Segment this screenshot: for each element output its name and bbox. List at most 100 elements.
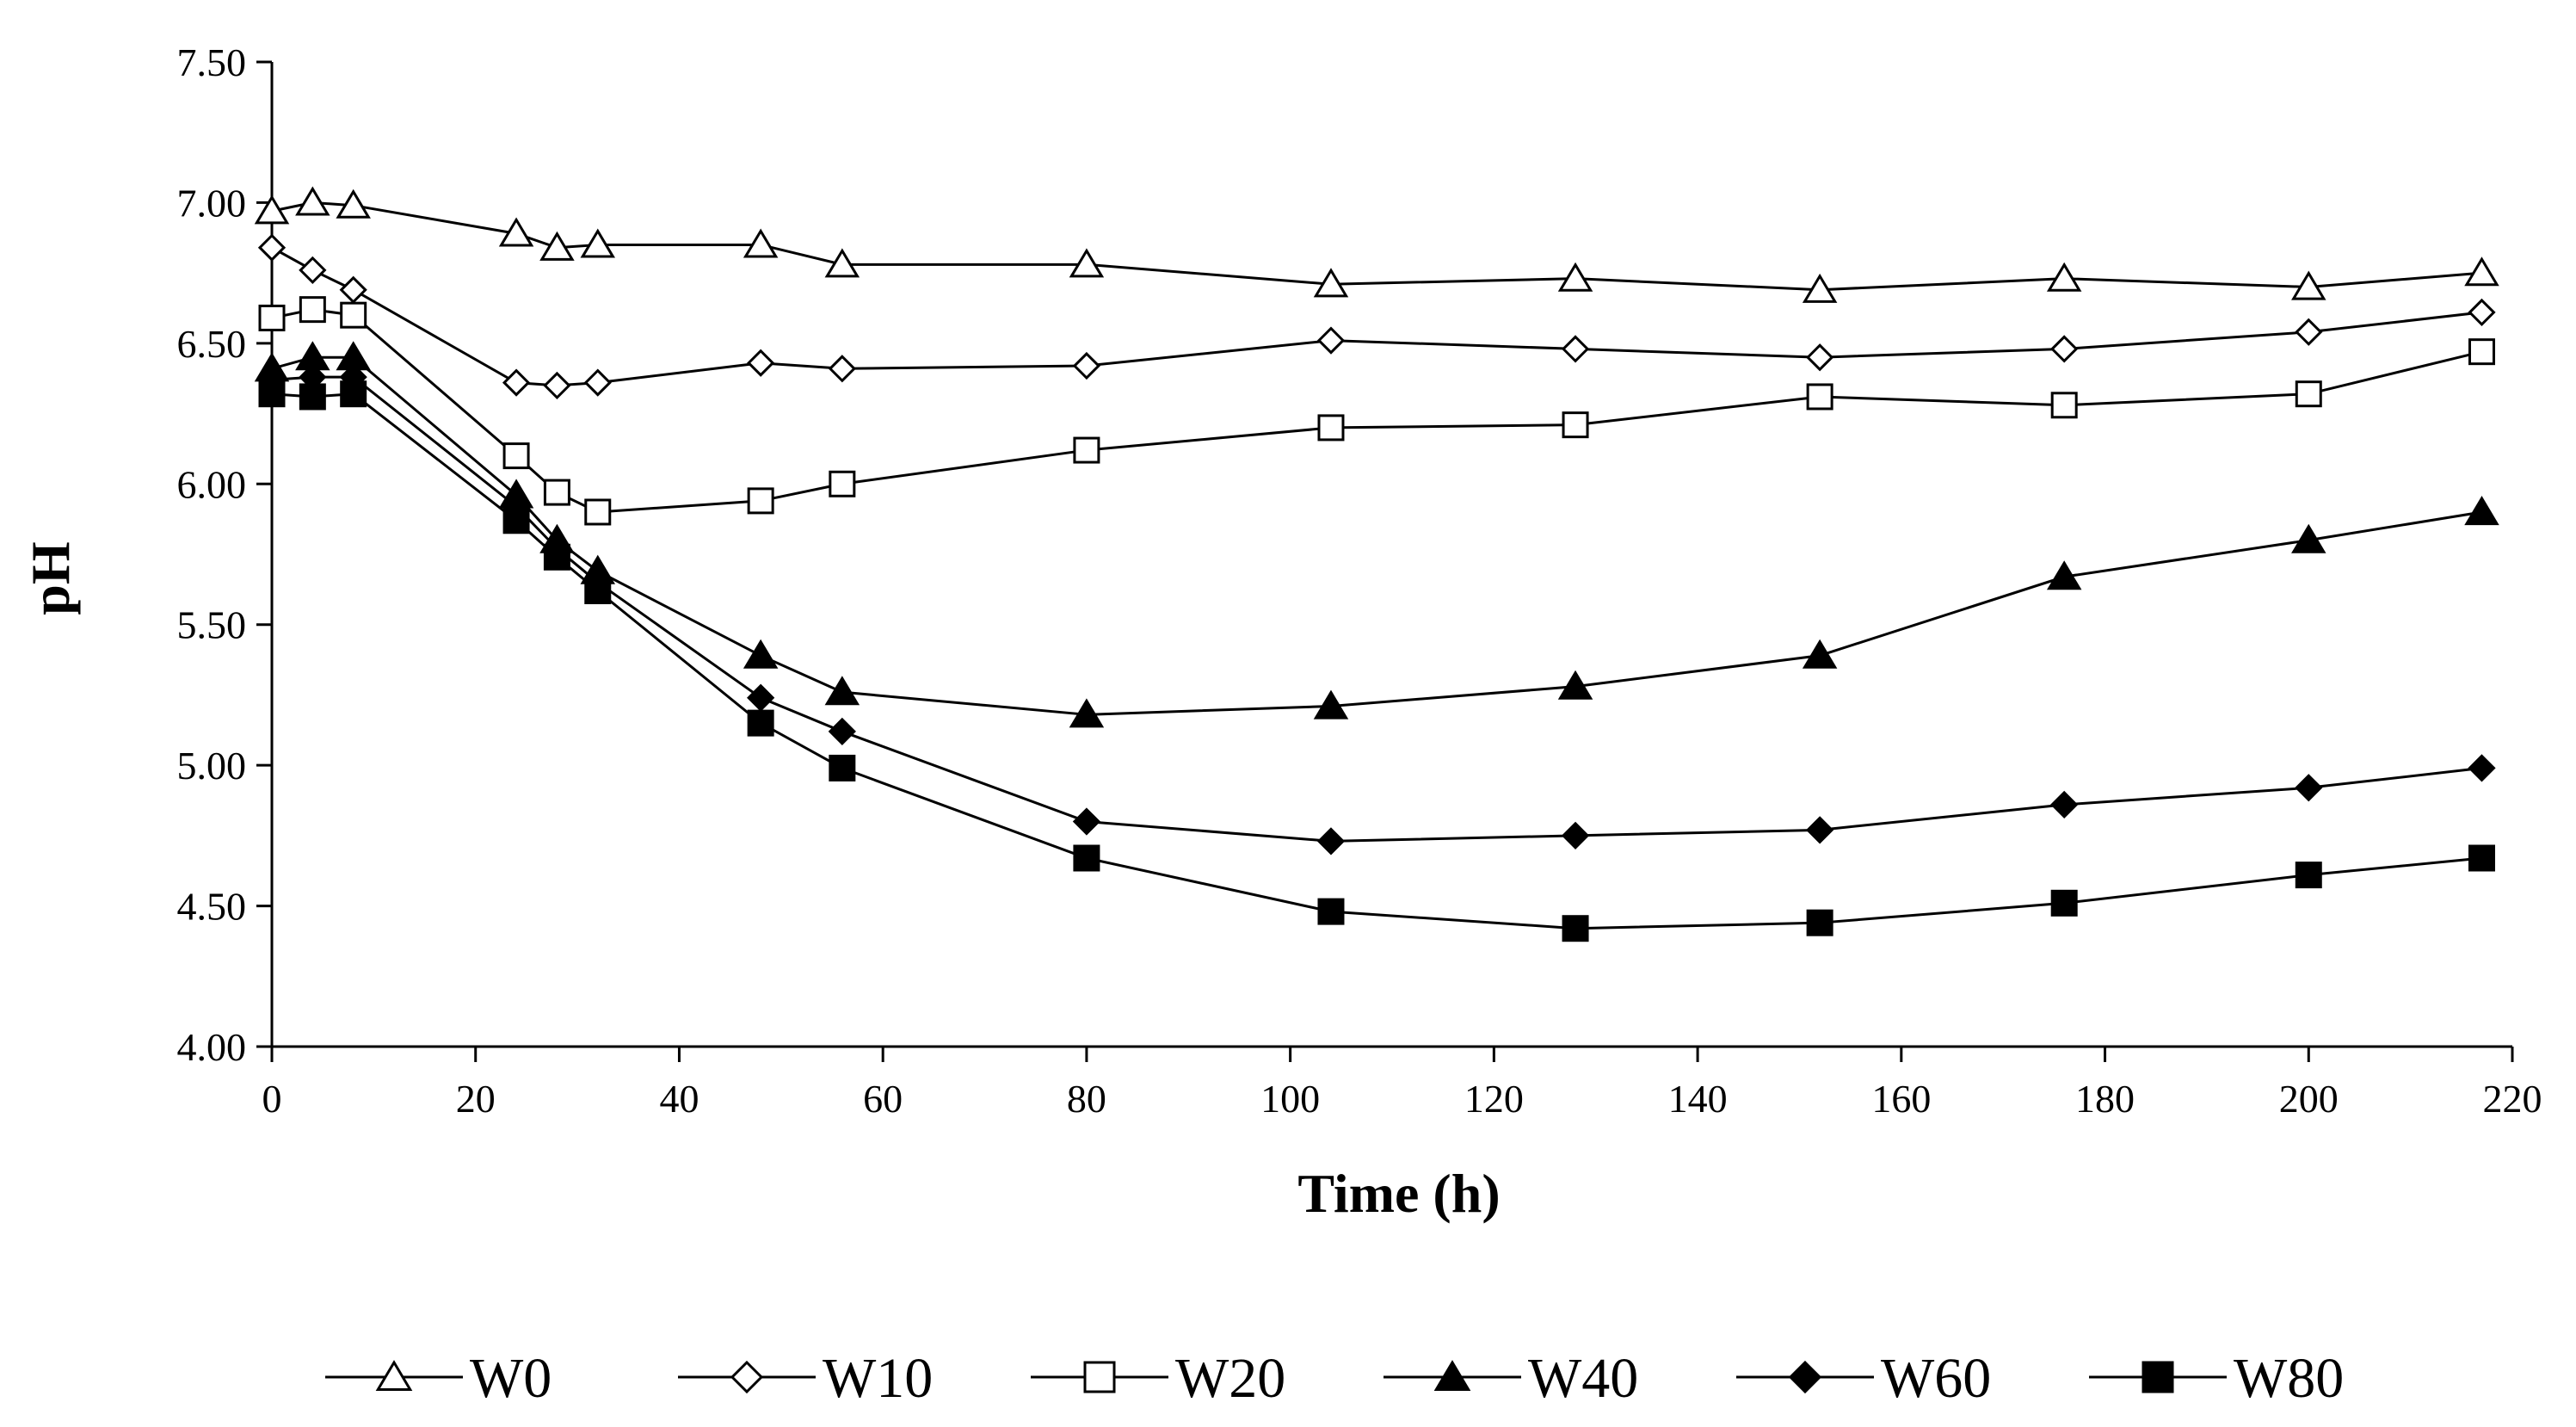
data-point-w10 bbox=[502, 368, 531, 397]
legend-item-w80: W80 bbox=[2089, 1347, 2344, 1410]
data-point-w20 bbox=[829, 470, 856, 497]
data-point-w20 bbox=[258, 304, 286, 331]
data-point-w80 bbox=[340, 380, 367, 408]
data-point-w80 bbox=[299, 383, 326, 411]
data-point-w0 bbox=[1802, 273, 1838, 303]
legend-label-w60: W60 bbox=[1881, 1347, 1991, 1410]
series-w40 bbox=[254, 341, 2499, 728]
x-tick-label: 220 bbox=[2483, 1077, 2542, 1121]
data-point-w0 bbox=[1069, 248, 1105, 278]
data-point-w80 bbox=[2295, 862, 2322, 889]
data-point-w0 bbox=[539, 231, 575, 261]
data-point-w60 bbox=[747, 683, 775, 712]
legend-item-w20: W20 bbox=[1031, 1347, 1285, 1410]
data-point-w20 bbox=[1806, 383, 1833, 411]
data-point-w10 bbox=[257, 233, 287, 262]
data-point-w80 bbox=[1806, 909, 1833, 936]
legend-item-w0: W0 bbox=[325, 1347, 552, 1410]
data-point-w10 bbox=[2468, 298, 2496, 327]
x-tick-label: 20 bbox=[456, 1077, 496, 1121]
data-point-w0 bbox=[254, 195, 290, 225]
data-point-w60 bbox=[1072, 807, 1101, 836]
data-point-w80 bbox=[2468, 844, 2495, 872]
data-point-w0 bbox=[2046, 262, 2082, 292]
data-point-w20 bbox=[2050, 392, 2078, 419]
data-point-w10 bbox=[339, 275, 367, 304]
x-tick-label: 140 bbox=[1668, 1077, 1728, 1121]
data-point-w10 bbox=[1561, 335, 1590, 363]
legend: W0 W10 W20 W40 W60 W80 bbox=[325, 1347, 2344, 1410]
data-point-w20 bbox=[299, 296, 326, 324]
data-point-w0 bbox=[498, 217, 534, 247]
axes: 4.00 4.50 5.00 5.50 6.00 6.50 7.00 7.50 0 20 40 60 8… bbox=[177, 40, 2542, 1121]
data-point-w40 bbox=[2464, 496, 2499, 526]
legend-marker-w10 bbox=[730, 1360, 764, 1394]
y-tick-label: 5.50 bbox=[177, 603, 247, 647]
legend-label-w10: W10 bbox=[823, 1347, 933, 1410]
data-point-w10 bbox=[1072, 351, 1101, 380]
data-point-w80 bbox=[584, 577, 612, 604]
data-point-w20 bbox=[584, 498, 612, 526]
data-point-w20 bbox=[2295, 380, 2322, 408]
data-point-w60 bbox=[828, 717, 856, 746]
data-point-w60 bbox=[1316, 827, 1346, 856]
legend-label-w0: W0 bbox=[470, 1347, 552, 1410]
data-point-w80 bbox=[502, 507, 530, 534]
data-point-w40 bbox=[824, 676, 860, 706]
data-point-w10 bbox=[299, 256, 327, 284]
series-w0 bbox=[254, 186, 2499, 303]
data-point-w40 bbox=[743, 639, 779, 669]
data-point-w20 bbox=[2468, 338, 2495, 366]
data-point-w20 bbox=[502, 442, 530, 470]
data-point-w20 bbox=[1562, 411, 1589, 439]
x-tick-label: 180 bbox=[2075, 1077, 2135, 1121]
data-point-w60 bbox=[2468, 754, 2496, 782]
x-tick-label: 60 bbox=[863, 1077, 903, 1121]
series-layer bbox=[254, 186, 2499, 942]
y-tick-label: 4.50 bbox=[177, 885, 247, 929]
data-point-w20 bbox=[543, 479, 570, 506]
y-tick-label: 6.50 bbox=[177, 322, 247, 366]
legend-item-w10: W10 bbox=[678, 1347, 933, 1410]
data-point-w0 bbox=[743, 228, 779, 258]
data-point-w40 bbox=[1069, 698, 1105, 728]
series-w80 bbox=[258, 380, 2495, 942]
legend-item-w40: W40 bbox=[1384, 1347, 1638, 1410]
data-point-w0 bbox=[2291, 270, 2326, 300]
y-axis-title: pH bbox=[20, 541, 81, 615]
data-point-w80 bbox=[258, 380, 286, 408]
data-point-w0 bbox=[580, 228, 616, 258]
data-point-w10 bbox=[2295, 318, 2323, 346]
x-axis-title: Time (h) bbox=[1297, 1163, 1500, 1224]
data-point-w0 bbox=[2464, 256, 2499, 287]
y-tick-label: 4.00 bbox=[177, 1025, 247, 1069]
data-point-w60 bbox=[1561, 821, 1590, 849]
series-line-w20 bbox=[271, 308, 2482, 514]
data-point-w0 bbox=[1557, 262, 1593, 292]
data-point-w20 bbox=[1317, 414, 1345, 442]
legend-marker-w0 bbox=[375, 1360, 413, 1391]
series-line-w80 bbox=[271, 392, 2482, 930]
data-point-w40 bbox=[2046, 560, 2082, 590]
data-point-w40 bbox=[1802, 639, 1838, 669]
data-point-w10 bbox=[2050, 335, 2079, 363]
data-point-w20 bbox=[747, 487, 774, 515]
data-point-w80 bbox=[1562, 915, 1589, 942]
legend-marker-w40 bbox=[1433, 1360, 1471, 1391]
data-point-w0 bbox=[1313, 268, 1349, 298]
legend-label-w40: W40 bbox=[1528, 1347, 1638, 1410]
data-point-w0 bbox=[824, 248, 860, 278]
data-point-w0 bbox=[336, 188, 371, 219]
series-line-w40 bbox=[271, 355, 2482, 716]
data-point-w10 bbox=[828, 355, 856, 383]
y-tick-label: 7.50 bbox=[177, 40, 247, 84]
data-point-w80 bbox=[1317, 898, 1345, 925]
y-tick-label: 6.00 bbox=[177, 462, 247, 506]
data-point-w20 bbox=[1073, 436, 1100, 464]
x-tick-label: 120 bbox=[1464, 1077, 1524, 1121]
data-point-w10 bbox=[1806, 343, 1834, 372]
series-w20 bbox=[258, 296, 2495, 526]
data-point-w60 bbox=[2050, 790, 2079, 819]
y-tick-label: 7.00 bbox=[177, 181, 247, 225]
